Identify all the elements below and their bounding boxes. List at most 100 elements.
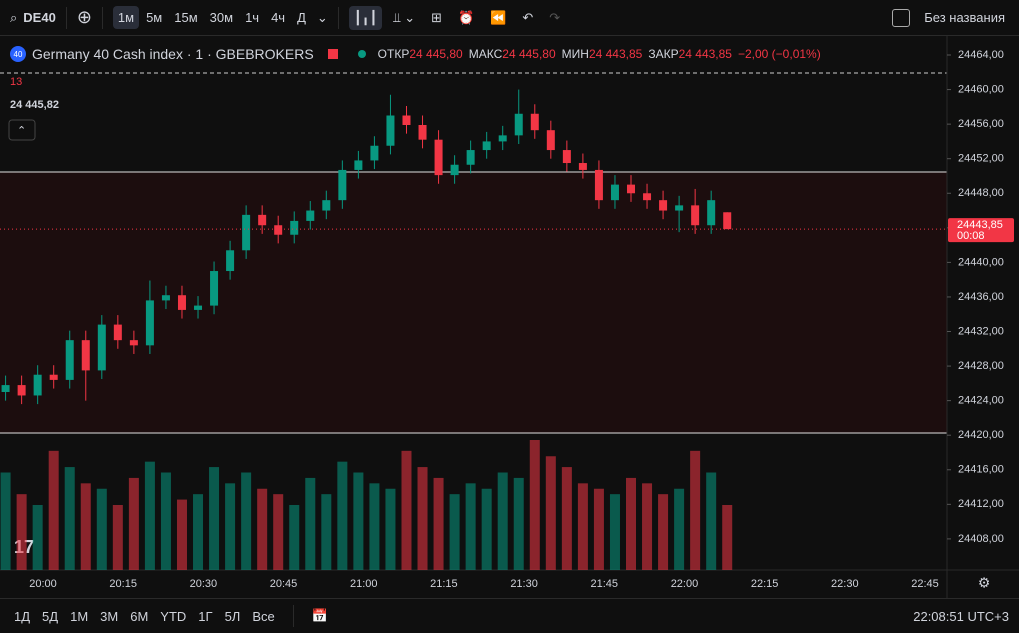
templates[interactable]: ⊞ xyxy=(431,9,443,25)
range-button[interactable]: 1Д xyxy=(14,608,31,624)
volume-bar xyxy=(289,505,300,570)
y-tick-label: 24436,00 xyxy=(958,291,1004,303)
volume-bar xyxy=(64,467,75,570)
range-group: 1Д 5Д 1М 3М 6М YTD 1Г 5Л Все xyxy=(14,609,275,624)
volume-bar xyxy=(690,450,701,570)
candle-body xyxy=(386,115,395,146)
add-symbol[interactable]: ⊕ xyxy=(76,7,92,27)
volume-bar xyxy=(160,472,171,570)
volume-bar xyxy=(674,488,685,570)
y-tick-label: 24432,00 xyxy=(958,325,1004,337)
x-tick-label: 22:15 xyxy=(751,578,779,590)
volume-bar xyxy=(321,494,332,570)
date-picker[interactable]: 📅 xyxy=(311,608,328,623)
candle-body xyxy=(627,184,635,194)
search-icon[interactable]: ⌕ xyxy=(10,9,18,25)
candle-body xyxy=(450,164,459,176)
interval-button[interactable]: Д xyxy=(297,10,306,25)
range-button[interactable]: Все xyxy=(252,608,275,624)
last-price-label: 24443,85 xyxy=(957,219,1003,231)
indicator-label: 13 xyxy=(10,76,22,88)
x-tick-label: 20:45 xyxy=(270,578,298,590)
indicators[interactable]: ⫫ ⌄ xyxy=(393,9,416,25)
bottom-toolbar: 1Д 5Д 1М 3М 6М YTD 1Г 5Л Все 📅 22:08:51 UTC+3 xyxy=(0,598,1019,633)
volume-bar xyxy=(433,477,444,570)
candle-body xyxy=(546,130,555,151)
settings-icon[interactable]: ⚙ xyxy=(978,575,991,591)
y-tick-label: 24416,00 xyxy=(958,464,1004,476)
interval-button[interactable]: 1ч xyxy=(245,10,260,25)
status-dot xyxy=(357,50,366,58)
alert[interactable]: ⏰ xyxy=(458,9,475,25)
ohlc: ОТКР24 445,80 МАКС24 445,80 МИН24 443,85 ЗА… xyxy=(378,47,827,61)
candle-body xyxy=(594,169,603,201)
candle-body xyxy=(691,205,700,226)
interval-button[interactable]: 15м xyxy=(174,10,198,25)
replay[interactable]: ⏪ xyxy=(490,9,507,25)
ohlc-label: ЗАКР xyxy=(648,47,679,61)
volume-bar xyxy=(369,483,380,570)
y-tick-label: 24448,00 xyxy=(958,187,1004,199)
range-button[interactable]: 6М xyxy=(130,608,149,624)
volume-bar xyxy=(561,467,572,570)
volume-bar xyxy=(417,467,428,570)
symbol[interactable]: DE40 xyxy=(23,10,56,25)
ohlc-value: 24 445,80 xyxy=(502,47,556,61)
candle-body xyxy=(322,200,331,211)
ohlc-change: −2,00 (−0,01%) xyxy=(737,47,821,61)
interval-button[interactable]: 30м xyxy=(209,10,234,25)
candle-body xyxy=(482,141,491,151)
volume-bar xyxy=(706,472,717,570)
candle-body xyxy=(643,193,652,201)
y-tick-label: 24420,00 xyxy=(958,429,1004,441)
volume-bar xyxy=(112,505,123,570)
separator xyxy=(65,6,67,29)
last-price-box xyxy=(948,218,1014,243)
candle-body xyxy=(210,271,219,306)
range-button[interactable]: 1М xyxy=(70,608,89,624)
candle-body xyxy=(17,385,26,396)
separator xyxy=(101,6,103,29)
ohlc-value: 24 445,80 xyxy=(409,47,463,61)
redo[interactable]: ↷ xyxy=(549,9,561,25)
interval-button[interactable]: 4ч xyxy=(271,10,286,25)
candle-body xyxy=(530,113,539,131)
volume-bar xyxy=(128,477,139,570)
legend: 40 Germany 40 Cash index · 1 · GBEBROKER… xyxy=(10,46,827,62)
range-button[interactable]: 3М xyxy=(100,608,119,624)
ohlc-value: 24 443,85 xyxy=(678,47,732,61)
y-tick-label: 24424,00 xyxy=(958,395,1004,407)
volume-bar xyxy=(209,467,220,570)
range-button[interactable]: 1Г xyxy=(198,608,213,624)
collapse-button[interactable] xyxy=(8,119,36,141)
range-button[interactable]: 5Д xyxy=(42,608,59,624)
chart-title: Germany 40 Cash index · 1 · GBEBROKERS xyxy=(32,46,314,62)
volume-bar xyxy=(193,494,204,570)
volume-bar xyxy=(0,472,11,570)
layout-checkbox[interactable] xyxy=(892,8,911,27)
candle-body xyxy=(161,295,170,301)
interval-button[interactable]: 1м xyxy=(112,6,140,29)
separator xyxy=(292,605,294,627)
x-tick-label: 22:00 xyxy=(671,578,699,590)
candle-body xyxy=(81,340,90,371)
interval-button[interactable]: 5м xyxy=(146,10,163,25)
layout-name[interactable]: Без названия xyxy=(924,10,1005,25)
y-tick-label: 24464,00 xyxy=(958,49,1004,61)
volume-bar xyxy=(545,456,556,570)
y-tick-label: 24452,00 xyxy=(958,153,1004,165)
symbol-badge: 40 xyxy=(10,46,26,62)
y-tick-label: 24412,00 xyxy=(958,498,1004,510)
candle-body xyxy=(226,250,235,272)
candle-body xyxy=(49,374,58,380)
y-tick-label: 24408,00 xyxy=(958,533,1004,545)
chart-style[interactable]: ┃╻┃ xyxy=(348,5,383,30)
range-button[interactable]: YTD xyxy=(160,608,187,624)
interval-menu[interactable]: ⌄ xyxy=(316,9,328,25)
indicator-value: 24 445,82 xyxy=(10,99,59,111)
top-toolbar: ⌕ DE40 ⊕ 1м 5м 15м 30м 1ч 4ч Д ⌄ ┃╻┃ ⫫ ⌄ ⊞ ⏰ ⏪… xyxy=(0,0,1019,36)
undo[interactable]: ↶ xyxy=(522,9,534,25)
candle-body xyxy=(97,324,106,371)
range-button[interactable]: 5Л xyxy=(224,608,241,624)
